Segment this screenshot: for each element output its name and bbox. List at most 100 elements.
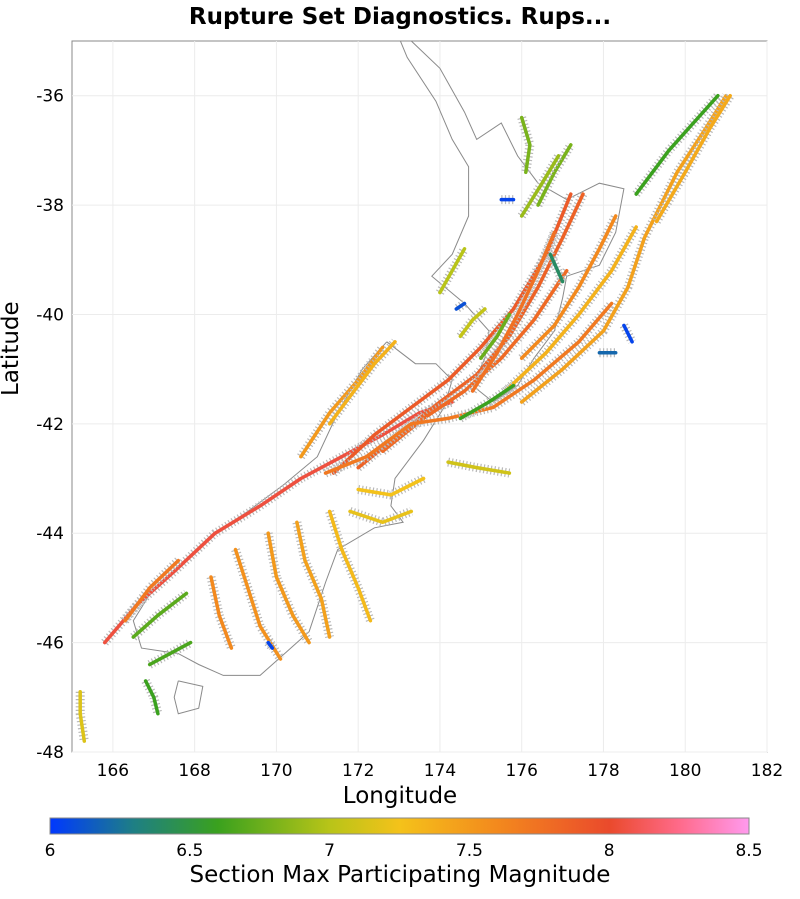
colorbar-tick-label: 8 [604,841,615,861]
fault-section-fiordland-2 [130,589,190,641]
x-tick-labels: 166 168 170 172 174 176 178 180 182 [97,761,784,781]
fault-section-southland-offshore [147,638,193,669]
fault-section-coromandel [517,115,535,175]
fault-section-manawatu [477,312,514,361]
fault-section-east-cape-small [619,323,637,344]
fault-trace [295,520,332,639]
fault-trace [519,115,532,175]
fault-section-cook-strait [458,381,517,423]
fault-section-taupo-2 [517,153,563,219]
fault-trace [479,312,512,360]
x-tick-label: 176 [505,761,537,781]
y-tick-label: -48 [36,743,64,763]
fault-section-canterbury-1 [356,474,426,500]
fault-trace [454,301,467,311]
x-tick-label: 166 [97,761,129,781]
colorbar-tick-label: 7 [324,841,335,861]
y-tick-label: -40 [36,305,64,325]
fault-section-hikurangi-margin [502,224,641,395]
colorbar [49,817,750,835]
fault-trace [209,575,234,650]
fault-section-otago-2 [263,531,313,645]
fault-trace [266,640,275,650]
fault-trace [503,225,638,393]
fault-trace [356,476,426,497]
fault-section-solander [141,678,163,716]
y-tick-label: -44 [36,524,64,544]
colorbar-tick-label: 8.5 [735,841,762,861]
fault-trace [458,383,516,421]
fault-trace [519,154,561,218]
coastline [132,41,625,715]
x-tick-label: 182 [751,761,783,781]
fault-trace [519,214,618,360]
colorbar-tick-label: 7.5 [456,841,483,861]
colorbar-tick-labels: 6 6.5 7 7.5 8 8.5 [45,841,763,861]
fault-section-hikurangi-east [518,93,730,406]
fault-trace [266,531,311,645]
fault-section-canterbury-2 [348,507,414,528]
fault-section-bay-of-plenty [546,252,567,284]
plot-area [71,40,768,753]
fault-trace [536,143,573,207]
fault-trace [348,509,414,525]
colorbar-title: Section Max Participating Magnitude [189,862,611,888]
coastline-south-island [132,341,453,676]
fault-trace [131,591,189,639]
fault-trace [548,252,565,284]
grid-lines [72,41,768,753]
coastline-north-island [399,41,625,403]
fault-section-kermadec [652,93,735,224]
fault-trace [654,93,732,224]
fault-trace [102,400,454,645]
fault-trace [519,93,728,404]
fault-section-taupo-1 [534,142,575,208]
x-tick-label: 172 [342,761,374,781]
fault-section-wellington-fault [468,230,559,394]
x-tick-label: 178 [587,761,619,781]
x-tick-label: 168 [178,761,210,781]
fault-section-otago-3 [292,520,334,639]
fault-trace [622,323,634,344]
fault-trace [327,509,373,623]
fault-section-mid-canterbury-small [264,639,276,651]
fault-section-otago-5 [325,509,375,623]
fault-trace [446,460,512,475]
fault-section-puysegur [75,690,89,743]
fault-trace [438,247,467,295]
y-axis-label: Latitude [0,301,24,396]
fault-trace [458,307,487,339]
x-tick-label: 180 [669,761,701,781]
y-tick-label: -36 [36,87,64,107]
fault-trace [634,93,720,196]
fault-section-kaikoura-offshore [446,457,512,478]
x-axis-label: Longitude [342,783,458,809]
fault-trace [470,230,557,393]
fault-section-otago-4 [206,575,236,650]
fault-section-alpine-fault [101,397,454,646]
y-tick-labels: -36 -38 -40 -42 -44 -46 -48 [36,87,64,763]
fault-trace [143,679,160,716]
y-tick-label: -38 [36,196,64,216]
fault-section-fiordland-1 [121,557,182,624]
x-tick-label: 174 [424,761,456,781]
fault-section-offshore-bop [632,92,722,197]
x-tick-label: 170 [260,761,292,781]
y-tick-label: -46 [36,634,64,654]
colorbar-tick-label: 6.5 [176,841,203,861]
fault-section-taranaki-1 [435,246,469,295]
fault-trace [147,640,193,667]
fault-trace [123,558,181,623]
chart-title: Rupture Set Diagnostics. Rups... [188,4,612,30]
fault-section-taranaki-2 [456,305,488,339]
fault-trace [78,690,87,743]
colorbar-tick-label: 6 [45,841,56,861]
fault-trace [327,340,397,426]
fault-section-hawkes-bay-west [518,213,620,362]
coastline-stewart-island [173,680,204,715]
fault-section-waikato-small [453,299,468,313]
y-tick-label: -42 [36,415,64,435]
fault-sections [75,92,735,743]
fault-section-nw-nelson-2 [325,338,399,427]
